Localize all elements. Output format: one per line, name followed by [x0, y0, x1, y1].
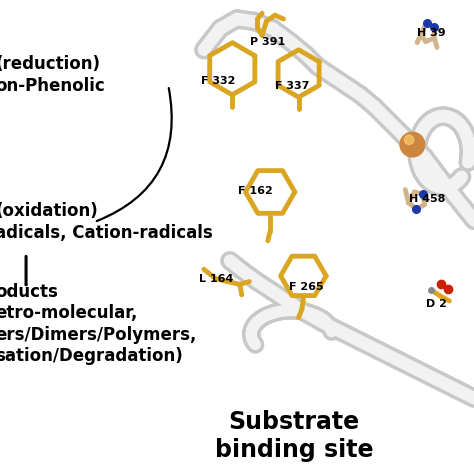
Text: oducts: oducts	[0, 283, 58, 301]
Text: on-Phenolic: on-Phenolic	[0, 77, 105, 95]
Text: etro-molecular,: etro-molecular,	[0, 304, 137, 322]
Text: (oxidation): (oxidation)	[0, 202, 98, 220]
Text: H 458: H 458	[409, 194, 445, 204]
Text: D 2: D 2	[426, 299, 447, 309]
Text: F 332: F 332	[201, 76, 236, 86]
Text: H 39: H 39	[417, 28, 446, 38]
Text: F 337: F 337	[275, 81, 310, 91]
Text: ers/Dimers/Polymers,: ers/Dimers/Polymers,	[0, 326, 197, 344]
Text: F 265: F 265	[289, 282, 324, 292]
Text: (reduction): (reduction)	[0, 55, 100, 73]
Text: adicals, Cation-radicals: adicals, Cation-radicals	[0, 224, 213, 242]
FancyArrowPatch shape	[97, 88, 172, 221]
Text: Substrate
binding site: Substrate binding site	[215, 410, 373, 462]
Circle shape	[404, 135, 414, 145]
Text: P 391: P 391	[250, 37, 285, 47]
Text: sation/Degradation): sation/Degradation)	[0, 347, 183, 365]
Text: L 164: L 164	[199, 274, 234, 284]
Circle shape	[400, 132, 425, 157]
Text: F 162: F 162	[238, 186, 273, 196]
